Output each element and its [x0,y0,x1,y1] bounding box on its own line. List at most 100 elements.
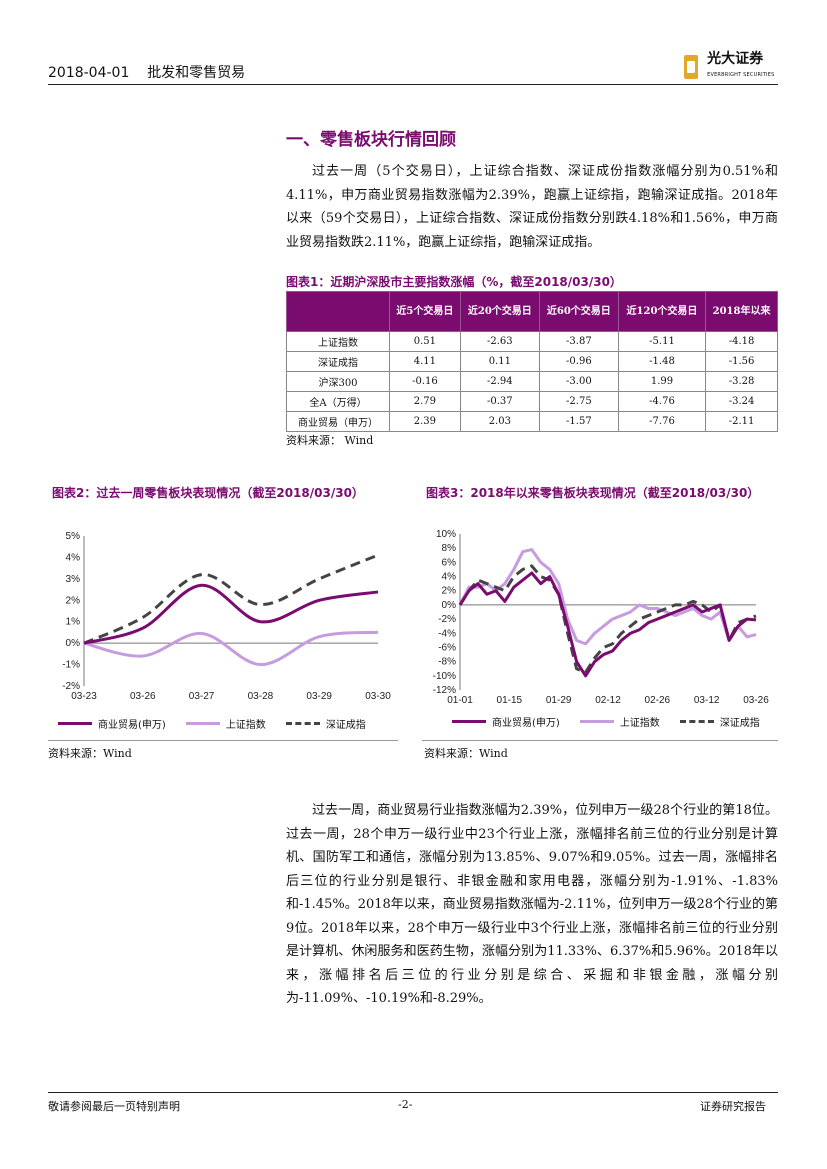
y-tick-label: -2% [62,681,80,692]
table-1-source: 资料来源： Wind [286,434,374,447]
header-date-title: 2018-04-01 批发和零售贸易 [48,62,245,82]
x-tick-label: 03-23 [71,691,97,702]
table-cell: 0.11 [459,351,540,372]
table-row-label: 深证成指 [286,351,390,372]
paragraph-2-text: 过去一周，商业贸易行业指数涨幅为2.39%，位列申万一级28个行业的第18位。过… [286,803,779,1006]
table-header-cell: 2018年以来 [705,291,778,332]
series-sz [458,564,757,674]
table-cell: -3.00 [538,371,619,392]
legend-swatch-sh [185,722,220,725]
table-1-title: 图表1：近期沪深股市主要指数涨幅（%，截至2018/03/30） [286,275,622,289]
x-tick-label: 03-26 [743,695,769,706]
table-cell: -2.63 [459,331,540,352]
y-tick-label: 4% [66,552,81,563]
legend-label-trade: 商业贸易(申万) [492,718,560,729]
figure-3-source: 资料来源：Wind [424,747,508,760]
series-sh [83,630,379,667]
legend-label-sh: 上证指数 [619,718,660,729]
header-title: 批发和零售贸易 [147,65,246,81]
y-tick-label: -10% [433,671,456,682]
table-cell: 2.79 [389,391,461,412]
figure-3-chart: 10% 8% 6% 4% 2% 0% -2% -4% -6% -8% -10% -12%01-01 01… [433,529,770,706]
x-tick-label: 03-12 [694,695,720,706]
y-tick-label: -1% [62,660,80,671]
table-cell: -5.11 [617,331,707,352]
series-trade [83,583,379,645]
y-tick-label: 4% [442,572,457,583]
x-tick-label: 03-30 [365,691,391,702]
figure-2-rule [48,740,398,741]
legend-swatch-sz [679,720,714,723]
table-header-cell [286,291,390,332]
table-row: 上证指数 0.51 -2.63 -3.87 -5.11 -4.18 [286,331,778,352]
table-cell: -2.11 [705,411,778,432]
table-cell: -2.75 [538,391,619,412]
table-row: 商业贸易（申万） 2.39 2.03 -1.57 -7.76 -2.11 [286,411,778,432]
footer-disclaimer: 敬请参阅最后一页特别声明 [48,1100,180,1113]
logo-cn: 光大证券 [707,51,764,67]
table-cell: 0.51 [389,331,461,352]
table-cell: -1.56 [705,351,778,372]
y-tick-label: -12% [433,685,456,696]
section-title: 一、零售板块行情回顾 [286,130,456,150]
x-tick-label: 03-29 [306,691,332,702]
y-tick-label: 3% [66,574,81,585]
table-cell: -2.94 [459,371,540,392]
x-tick-label: 01-01 [447,695,473,706]
table-row-label: 沪深300 [286,371,390,392]
figure-2-source: 资料来源：Wind [48,747,132,760]
legend-label-sh: 上证指数 [225,720,266,731]
footer-report-type: 证券研究报告 [700,1100,766,1113]
y-tick-label: 1% [66,617,81,628]
y-tick-label: 0% [442,600,457,611]
legend-label-sz: 深证成指 [325,720,366,731]
paragraph-2: 过去一周，商业贸易行业指数涨幅为2.39%，位列申万一级28个行业的第18位。过… [286,799,778,1011]
table-cell: -0.16 [389,371,461,392]
y-tick-label: 8% [442,543,457,554]
y-tick-label: -8% [438,657,456,668]
figure-3-rule [422,740,778,741]
x-tick-label: 02-12 [595,695,621,706]
footer-rule [48,1092,778,1093]
legend-label-sz: 深证成指 [719,718,760,729]
table-cell: -4.18 [705,331,778,352]
x-tick-label: 01-15 [497,695,523,706]
table-cell: 2.39 [389,411,461,432]
series-sh [458,548,757,646]
legend-label-trade: 商业贸易(申万) [98,720,166,731]
header-rule [48,84,778,85]
y-tick-label: 0% [66,638,81,649]
table-cell: -3.87 [538,331,619,352]
x-tick-label: 03-26 [130,691,156,702]
y-tick-label: -2% [438,614,456,625]
figure-3-title: 图表3：2018年以来零售板块表现情况（截至2018/03/30） [426,486,760,500]
x-tick-label: 03-27 [189,691,215,702]
table-header-cell: 近60个交易日 [538,291,619,332]
table-header-cell: 近5个交易日 [389,291,461,332]
table-cell: -0.37 [459,391,540,412]
y-tick-label: 2% [442,586,457,597]
logo-en: EVERBRIGHT SECURITIES [707,72,775,78]
y-tick-label: 5% [66,531,81,542]
table-cell: -1.57 [538,411,619,432]
y-tick-label: -6% [438,642,456,653]
legend-swatch-trade [452,720,486,723]
x-tick-label: 01-29 [546,695,572,706]
table-cell: 1.99 [617,371,707,392]
paragraph-1-text: 过去一周（5个交易日），上证综合指数、深证成份指数涨幅分别为0.51%和4.11… [286,164,778,250]
legend-swatch-sz [285,722,320,725]
x-tick-label: 02-26 [645,695,671,706]
table-row: 深证成指 4.11 0.11 -0.96 -1.48 -1.56 [286,351,778,372]
figure-2-legend: 商业贸易(申万) 上证指数 深证成指 [58,716,380,731]
y-tick-label: 2% [66,595,81,606]
brand-logo: 光大证券 EVERBRIGHT SECURITIES [684,52,774,82]
table-cell: -0.96 [538,351,619,372]
table-header-cell: 近120个交易日 [617,291,707,332]
table-cell: -7.76 [617,411,707,432]
legend-swatch-sh [579,720,614,723]
figure-2-title: 图表2：过去一周零售板块表现情况（截至2018/03/30） [52,486,364,500]
legend-swatch-trade [58,722,92,725]
figure-3-legend: 商业贸易(申万) 上证指数 深证成指 [452,714,774,729]
table-cell: 4.11 [389,351,461,372]
table-cell: -1.48 [617,351,707,372]
